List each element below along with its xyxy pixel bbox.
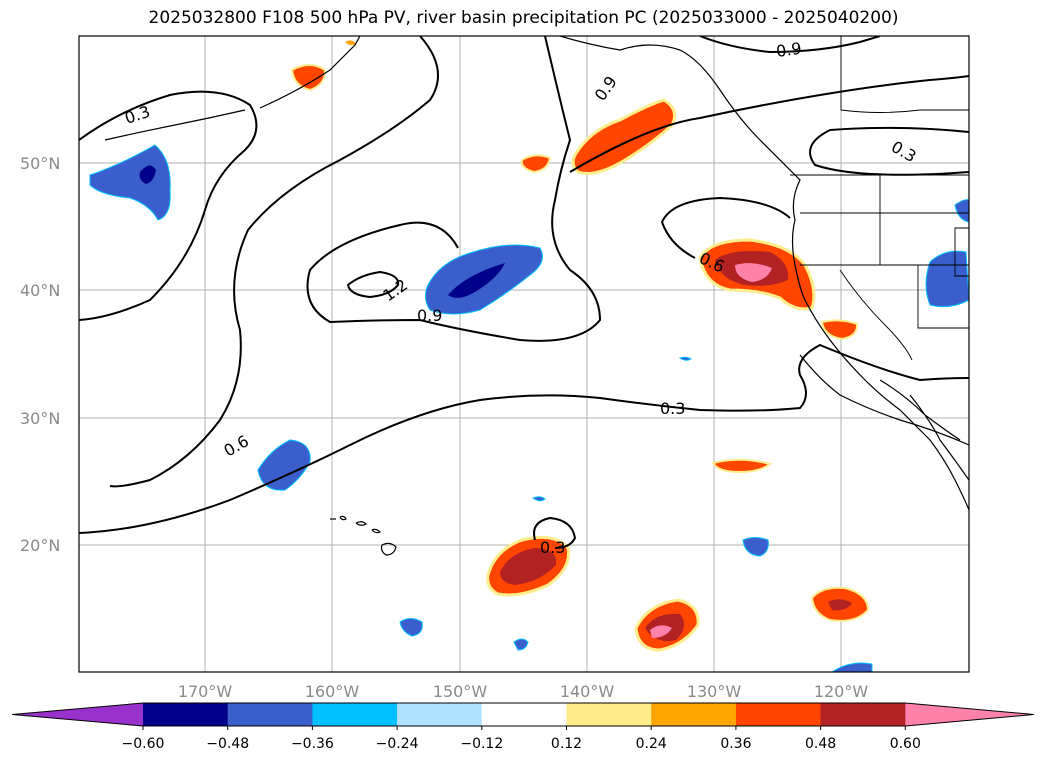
contour-label: 0.9	[417, 306, 442, 325]
pv-contour-line	[660, 196, 791, 259]
hawaii-islands	[330, 515, 397, 556]
colorbar-tick-label: −0.12	[460, 736, 503, 752]
negative-anomaly-area	[678, 356, 692, 361]
contour-label: 0.9	[775, 39, 803, 61]
coastlines	[104, 36, 969, 511]
positive-anomaly-area	[290, 64, 327, 92]
positive-anomaly-area	[711, 458, 773, 474]
gulf-california-coast	[879, 379, 961, 441]
contour-label: 0.6	[221, 431, 253, 460]
lat-label: 40°N	[20, 281, 60, 300]
colorbar-tick-label: −0.48	[206, 736, 249, 752]
colorbar-bin	[481, 703, 567, 726]
lat-label: 20°N	[20, 536, 60, 555]
colorbar-tick-label: 0.12	[551, 736, 582, 752]
aleutian-islands	[104, 109, 246, 141]
colorbar-tick-label: −0.24	[376, 736, 419, 752]
precip-anomaly-fills	[89, 40, 969, 672]
contour-label: 0.3	[888, 137, 920, 166]
colorbar-bin	[312, 703, 398, 726]
negative-anomaly-core	[139, 165, 156, 184]
lon-label: 130°W	[687, 682, 742, 701]
colorbar-bin	[397, 703, 483, 726]
colorbar-tick-label: 0.24	[636, 736, 667, 752]
pv-contour-line	[809, 126, 969, 176]
colorbar-bin	[566, 703, 652, 726]
lon-label: 170°W	[178, 682, 233, 701]
longitude-labels: 170°W 160°W 150°W 140°W 130°W 120°W	[178, 682, 869, 701]
colorbar-tick-label: −0.60	[122, 736, 165, 752]
negative-anomaly-area	[925, 250, 969, 308]
negative-anomaly-area	[513, 638, 529, 651]
positive-anomaly-area	[345, 40, 356, 46]
lat-label: 30°N	[20, 409, 60, 428]
map-plot-area: 0.3 0.9 1.2 0.9 0.6 0.9 0.3 0.6 0.3 0.3	[79, 36, 969, 672]
positive-anomaly-peak	[650, 625, 672, 638]
map-frame	[78, 35, 970, 673]
colorbar-extend-min	[12, 703, 143, 726]
colorbar-tick-label: 0.60	[890, 736, 921, 752]
colorbar-extend-max	[905, 703, 1034, 726]
latitude-labels: 50°N 40°N 30°N 20°N	[20, 154, 60, 555]
pv-contours	[79, 36, 969, 549]
alaska-coast	[259, 36, 361, 109]
positive-anomaly-core	[828, 599, 852, 611]
negative-anomaly-area	[742, 537, 769, 557]
negative-anomaly-area	[831, 662, 873, 672]
colorbar-tick-label: −0.36	[291, 736, 334, 752]
positive-anomaly-peak	[735, 263, 772, 282]
alaska-coast	[559, 36, 969, 511]
negative-anomaly-area	[954, 199, 969, 223]
positive-anomaly-area	[520, 154, 552, 174]
pv-contour-line	[79, 343, 969, 534]
lon-label: 160°W	[305, 682, 360, 701]
lat-label: 50°N	[20, 154, 60, 173]
pv-contour-line	[306, 36, 602, 342]
contour-label: 0.9	[591, 73, 621, 105]
negative-anomaly-area	[531, 496, 546, 502]
colorbar-bin	[143, 703, 229, 726]
negative-anomaly-area	[399, 618, 423, 637]
lon-label: 120°W	[814, 682, 869, 701]
pv-contour-line	[533, 516, 577, 549]
colorbar-tick-label: 0.36	[720, 736, 751, 752]
colorbar-bin	[820, 703, 906, 726]
negative-anomaly-area	[257, 439, 311, 491]
lon-label: 140°W	[560, 682, 615, 701]
colorbar-bin	[227, 703, 313, 726]
pv-contour-line	[79, 90, 258, 321]
pv-contour-line	[109, 36, 439, 488]
lon-label: 150°W	[433, 682, 488, 701]
state-borders	[790, 36, 969, 361]
colorbar-bin	[735, 703, 822, 726]
map-title: 2025032800 F108 500 hPa PV, river basin …	[148, 8, 899, 28]
colorbar: −0.60 −0.48 −0.36 −0.24 −0.12 0.12 0.24 0.36 0.4…	[11, 702, 1035, 752]
colorbar-tick-label: 0.48	[805, 736, 836, 752]
positive-anomaly-core	[500, 548, 557, 585]
contour-label: 0.3	[540, 538, 565, 557]
pv-contour-line	[346, 270, 400, 299]
negative-anomaly-core	[448, 263, 505, 298]
pv-contour-line	[569, 75, 969, 173]
contour-label: 1.2	[379, 275, 411, 305]
negative-anomaly-area	[89, 144, 171, 221]
positive-anomaly-area	[820, 319, 859, 341]
colorbar-bin	[651, 703, 737, 726]
mexico-coast	[909, 394, 969, 481]
contour-label: 0.3	[122, 102, 152, 128]
contour-label: 0.3	[660, 399, 685, 418]
pv-contour-line	[699, 36, 881, 54]
